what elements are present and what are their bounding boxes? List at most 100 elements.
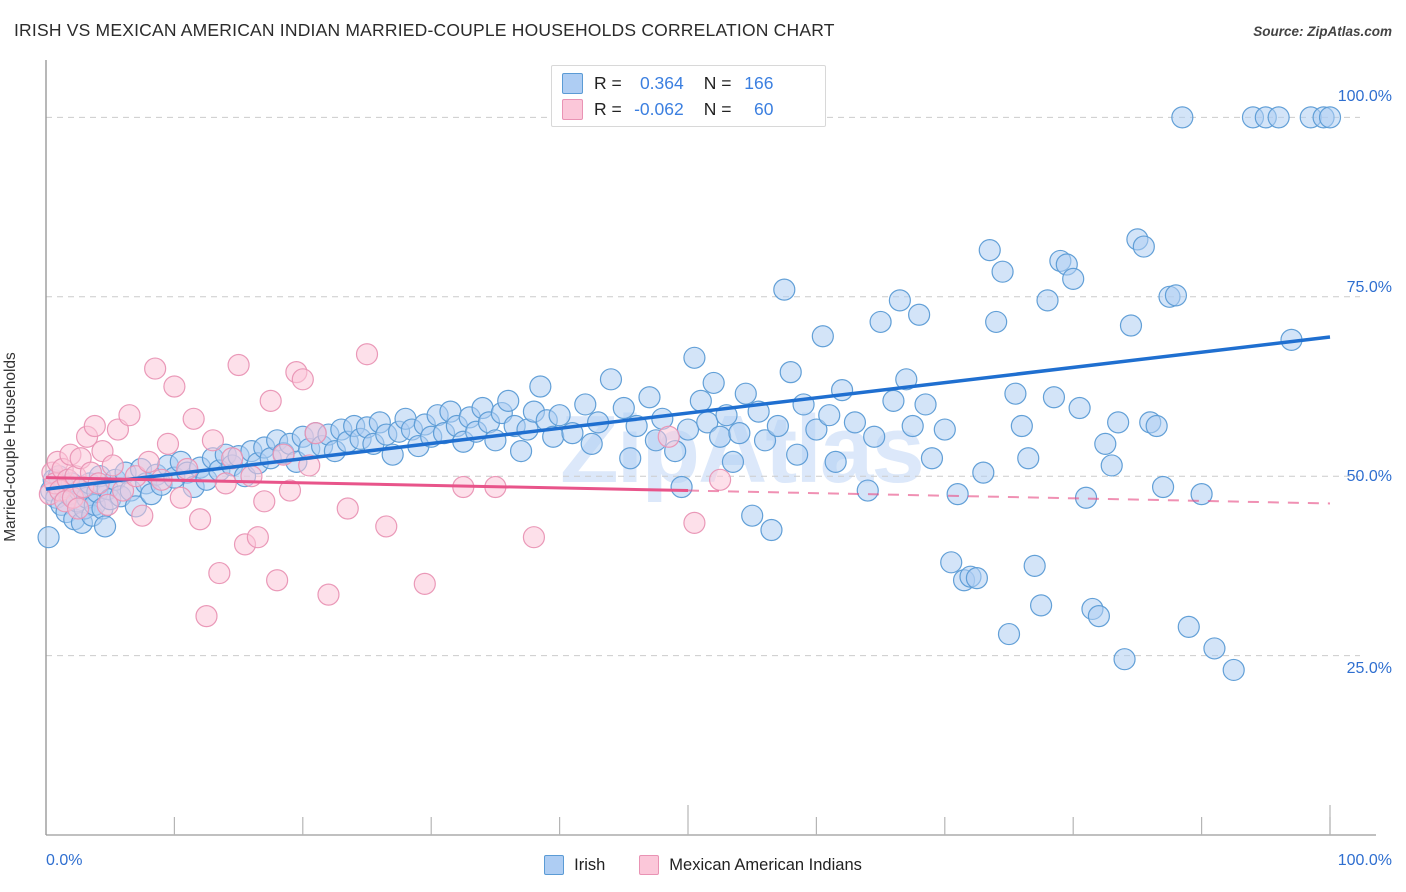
series-swatch-irish [544, 855, 565, 875]
data-point [1036, 289, 1059, 312]
data-point [529, 375, 552, 398]
data-point [1145, 414, 1168, 438]
data-point [1177, 615, 1200, 638]
data-point [978, 239, 1001, 262]
data-point [676, 418, 700, 441]
data-point [599, 368, 623, 391]
data-point [1203, 637, 1226, 660]
data-point [965, 567, 989, 590]
data-point [708, 425, 732, 448]
data-point [869, 310, 892, 334]
data-point [766, 414, 789, 438]
data-point [619, 447, 642, 470]
data-point [702, 371, 725, 395]
data-point [182, 407, 205, 430]
data-point [1190, 483, 1213, 506]
data-point [1164, 284, 1188, 307]
data-point [195, 605, 218, 628]
series-label-irish: Irish [574, 855, 606, 874]
data-point [972, 461, 995, 484]
series-legend: Irish Mexican American Indians [0, 851, 1406, 879]
data-point [278, 479, 302, 502]
data-point [1042, 386, 1066, 409]
data-point [304, 422, 327, 445]
data-point [574, 393, 597, 416]
data-point [1151, 475, 1175, 499]
data-point [683, 346, 706, 369]
legend-swatch-irish [562, 72, 583, 94]
series-points-irish [37, 106, 1342, 682]
data-point [580, 432, 603, 456]
data-point [96, 493, 119, 517]
data-point [101, 454, 124, 477]
data-point [683, 511, 706, 534]
data-point [1222, 658, 1245, 682]
data-point [657, 425, 680, 448]
data-point [118, 404, 141, 427]
legend-r-label-irish: R = [594, 72, 622, 93]
data-point [163, 375, 186, 398]
data-point [1132, 235, 1155, 258]
data-point [830, 378, 854, 402]
data-point [1267, 106, 1290, 129]
data-point [728, 422, 751, 445]
legend-r-value-mai: -0.062 [634, 98, 684, 119]
legend-row-mexican-american-indians: R = -0.062 N = 60 [562, 96, 773, 122]
data-point [1017, 447, 1040, 470]
legend-swatch-mexican-american-indians [562, 98, 583, 120]
data-point [721, 450, 745, 473]
data-point [259, 389, 282, 412]
data-point [843, 411, 867, 434]
data-point [144, 357, 167, 380]
data-point [1062, 267, 1085, 290]
y-tick-50: 50.0% [1346, 468, 1392, 485]
data-point [208, 561, 231, 585]
data-point [1010, 414, 1033, 438]
data-point [818, 404, 841, 427]
series-swatch-mexican-american-indians [639, 855, 660, 875]
data-point [201, 429, 225, 452]
data-point [856, 479, 879, 502]
data-point [291, 368, 314, 391]
data-point [1094, 432, 1117, 456]
data-point [509, 439, 533, 463]
x-tick-max: 100.0% [1337, 852, 1392, 869]
data-point [933, 418, 956, 441]
data-point [734, 382, 757, 405]
legend-r-value-irish: 0.364 [639, 72, 684, 93]
data-point [266, 569, 289, 592]
legend-n-value-irish: 166 [744, 72, 774, 93]
data-point [317, 583, 340, 606]
series-legend-item-mexican-american-indians[interactable]: Mexican American Indians [639, 855, 862, 875]
data-point [895, 368, 918, 391]
data-point [169, 486, 192, 509]
data-point [37, 526, 60, 549]
legend-n-label-mai: N = [703, 98, 732, 119]
trendline-mexican-american-indians-dashed [687, 489, 1331, 505]
data-point [548, 404, 571, 427]
data-point [753, 429, 777, 452]
data-point [1068, 396, 1091, 420]
series-legend-item-irish[interactable]: Irish [544, 855, 605, 875]
data-point [246, 526, 269, 549]
legend-n-value-mai: 60 [754, 98, 774, 119]
data-point [1100, 454, 1123, 477]
data-point [908, 303, 931, 326]
data-point [914, 393, 937, 416]
data-point [375, 515, 398, 538]
data-point [920, 447, 944, 470]
series-label-mexican-american-indians: Mexican American Indians [669, 855, 862, 874]
data-point [336, 497, 359, 520]
data-point [214, 472, 237, 495]
data-point [1087, 605, 1110, 628]
data-point [901, 414, 924, 438]
data-point [137, 450, 160, 473]
data-point [522, 526, 546, 549]
data-point [882, 389, 905, 412]
trendline-irish [45, 335, 1331, 491]
data-point [253, 490, 276, 513]
data-point [863, 425, 886, 448]
data-point [156, 432, 180, 456]
